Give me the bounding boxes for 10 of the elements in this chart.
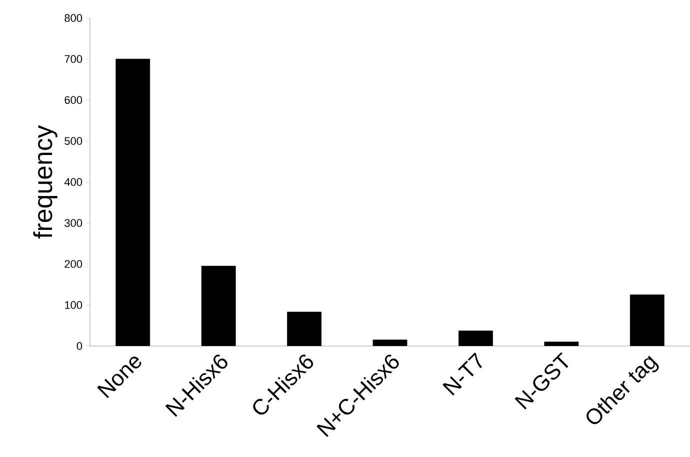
y-tick-label: 400 [64,178,82,186]
y-tick-label: 500 [64,137,82,145]
y-tick-label: 600 [64,96,82,104]
y-tick-label: 700 [64,55,82,63]
y-tick-label: 200 [64,260,82,268]
y-tick-label: 100 [65,301,82,309]
y-tick-label: 300 [64,219,82,227]
y-tick-label: 0 [76,342,82,350]
y-axis-title: frequency [33,125,58,239]
y-tick-label: 800 [64,14,82,22]
